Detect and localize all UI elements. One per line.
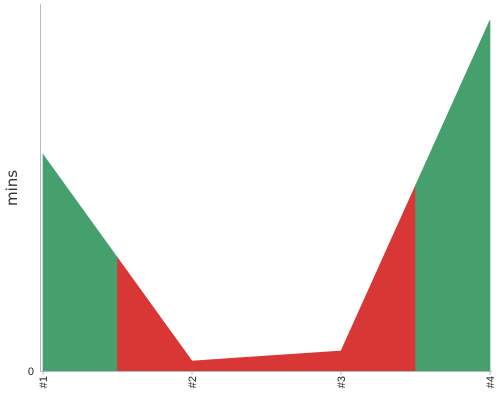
area-segment-1	[117, 256, 193, 372]
y-tick-label-0: 0	[28, 366, 34, 378]
x-tick-label-2: #3	[336, 376, 348, 388]
area-segment-3	[266, 350, 342, 372]
x-tick-label-1: #2	[187, 376, 199, 388]
area-segments	[42, 19, 491, 372]
x-tick-label-3: #4	[485, 376, 497, 388]
area-segment-0	[42, 153, 118, 372]
x-axis-ticks: #1 #2 #3 #4	[38, 371, 497, 388]
area-segment-5	[415, 19, 491, 372]
area-segment-2	[191, 355, 267, 372]
area-segment-4	[340, 185, 416, 372]
y-axis-label: mins	[3, 170, 21, 206]
x-tick-label-0: #1	[38, 376, 50, 388]
